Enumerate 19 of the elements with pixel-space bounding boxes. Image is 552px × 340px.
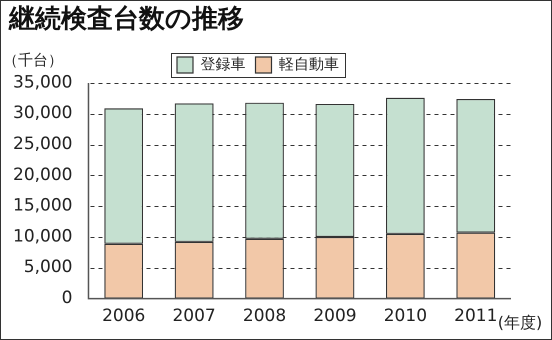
chart-title: 継続検査台数の推移 — [8, 4, 244, 34]
y-tick-label: 35,000 — [13, 72, 72, 92]
legend-label: 軽自動車 — [279, 54, 339, 73]
legend-label: 登録車 — [200, 54, 246, 73]
y-tick-label: 10,000 — [13, 226, 72, 246]
y-axis-title: （千台） — [3, 50, 63, 69]
y-tick-label: 30,000 — [13, 103, 72, 124]
y-tick-label: 25,000 — [13, 134, 72, 154]
y-tick-label: 20,000 — [13, 164, 72, 185]
x-tick-label: 2010 — [384, 306, 428, 326]
y-tick-label: 0 — [62, 288, 72, 308]
x-tick-label: 2006 — [102, 306, 146, 326]
x-tick-label: 2007 — [172, 306, 216, 326]
x-axis-title: (年度) — [498, 312, 542, 332]
x-tick-label: 2009 — [313, 306, 357, 326]
x-tick-label: 2008 — [242, 306, 286, 326]
x-tick-label: 2011 — [454, 306, 498, 326]
y-tick-label: 15,000 — [13, 196, 72, 216]
y-tick-label: 5,000 — [24, 257, 72, 278]
